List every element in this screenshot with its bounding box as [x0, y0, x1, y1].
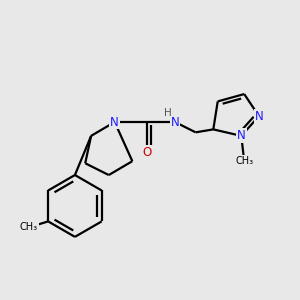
Text: H: H — [164, 108, 172, 118]
Text: CH₃: CH₃ — [20, 222, 38, 232]
Text: CH₃: CH₃ — [235, 156, 253, 166]
Text: N: N — [255, 110, 263, 123]
Text: O: O — [142, 146, 152, 159]
Text: N: N — [171, 116, 179, 128]
Text: N: N — [110, 116, 119, 128]
Text: N: N — [237, 129, 246, 142]
